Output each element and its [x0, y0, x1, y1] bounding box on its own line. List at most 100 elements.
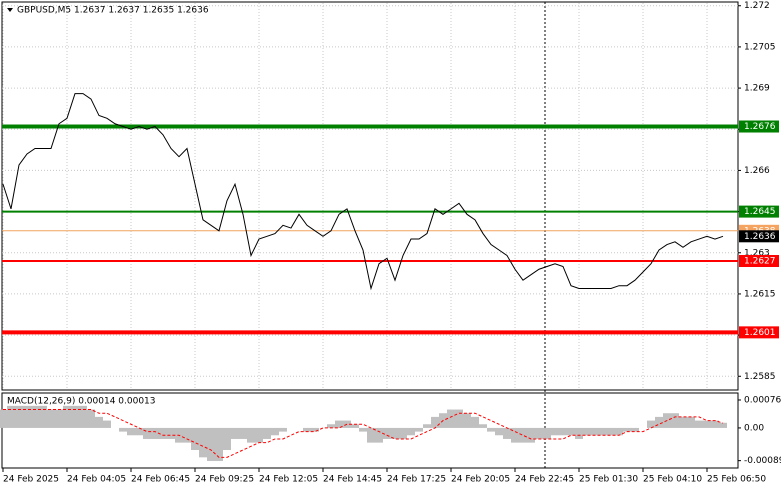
- macd-bar: [671, 413, 679, 428]
- x-tick-label: 24 Feb 17:25: [387, 475, 446, 485]
- menu-arrow: [7, 8, 13, 12]
- macd-bar: [183, 427, 191, 443]
- macd-bar: [335, 420, 343, 428]
- y-tick-label: 1.272: [744, 1, 770, 11]
- current-price-box: [739, 230, 779, 243]
- macd-bar: [655, 416, 663, 428]
- y-tick-label: 1.266: [744, 166, 770, 176]
- level-label-box: [739, 205, 779, 218]
- macd-bar: [383, 427, 391, 439]
- level-label-box: [739, 326, 779, 339]
- macd-title: MACD(12,26,9) 0.00014 0.00013: [7, 397, 156, 407]
- current-price-label: 1.2636: [744, 232, 776, 242]
- level-label: 1.2676: [744, 122, 776, 132]
- level-label-box: [739, 120, 779, 133]
- macd-bar: [471, 416, 479, 428]
- macd-bar: [423, 424, 431, 428]
- x-tick-label: 25 Feb 06:50: [707, 475, 766, 485]
- macd-bar: [151, 427, 159, 439]
- macd-bar: [623, 427, 631, 432]
- macd-bar: [39, 405, 47, 428]
- x-tick-label: 25 Feb 01:30: [579, 475, 638, 485]
- macd-bar: [503, 427, 511, 439]
- y-tick-label: 1.269: [744, 84, 770, 94]
- macd-bar: [695, 420, 703, 428]
- y-tick-label: 1.2705: [744, 42, 776, 52]
- macd-bar: [551, 427, 559, 436]
- macd-bar: [367, 427, 375, 443]
- x-tick-label: 24 Feb 09:25: [195, 475, 254, 485]
- macd-bar: [359, 427, 367, 432]
- macd-bar: [263, 427, 271, 439]
- x-tick-label: 24 Feb 2025: [3, 475, 59, 485]
- macd-bar: [511, 427, 519, 443]
- macd-bar: [375, 427, 383, 443]
- macd-bar: [391, 427, 399, 439]
- level-label: 1.2627: [744, 257, 776, 267]
- macd-bar: [279, 427, 287, 432]
- macd-bar: [135, 427, 143, 436]
- macd-bar: [495, 427, 503, 436]
- macd-bar: [247, 427, 255, 443]
- macd-bar: [103, 420, 111, 428]
- level-label-box: [739, 255, 779, 267]
- macd-bar: [79, 405, 87, 428]
- y-tick-label: 0.00: [744, 423, 764, 433]
- macd-bar: [463, 413, 471, 428]
- y-tick-label: 1.2585: [744, 372, 776, 382]
- y-tick-label: 0.00076: [744, 395, 781, 405]
- macd-bar: [455, 409, 463, 428]
- macd-bar: [0, 409, 7, 428]
- x-tick-label: 24 Feb 20:05: [451, 475, 510, 485]
- macd-bar: [303, 427, 311, 432]
- x-tick-label: 24 Feb 04:05: [67, 475, 126, 485]
- macd-bar: [607, 427, 615, 436]
- macd-bar: [311, 427, 319, 432]
- macd-bar: [543, 427, 551, 439]
- macd-bar: [559, 427, 567, 436]
- macd-bar: [575, 427, 583, 439]
- y-tick-label: -0.00089: [744, 456, 781, 466]
- macd-bar: [31, 405, 39, 428]
- macd-bar: [239, 427, 247, 439]
- macd-bar: [143, 427, 151, 439]
- x-tick-label: 24 Feb 14:45: [323, 475, 382, 485]
- macd-bar: [127, 427, 135, 436]
- macd-bar: [535, 427, 543, 439]
- macd-bar: [583, 427, 591, 436]
- price-line: [2, 93, 724, 291]
- signal-line: [3, 409, 724, 458]
- x-tick-label: 24 Feb 06:45: [131, 475, 190, 485]
- macd-bar: [95, 416, 103, 428]
- main-panel: [1, 1, 739, 391]
- macd-bar: [167, 427, 175, 439]
- x-tick-label: 24 Feb 12:05: [259, 475, 318, 485]
- macd-bar: [215, 427, 223, 462]
- macd-bar: [567, 427, 575, 436]
- macd-bar: [231, 427, 239, 439]
- macd-bar: [351, 424, 359, 428]
- macd-bar: [207, 427, 215, 462]
- macd-bar: [159, 427, 167, 439]
- macd-bar: [719, 422, 727, 428]
- macd-bar: [591, 427, 599, 436]
- macd-bar: [271, 427, 279, 436]
- macd-bar: [255, 427, 263, 443]
- level-label: 1.2601: [744, 328, 776, 338]
- macd-bar: [119, 427, 127, 432]
- macd-bar: [631, 427, 639, 432]
- y-tick-label: 1.2615: [744, 289, 776, 299]
- macd-bar: [527, 427, 535, 443]
- x-tick-label: 25 Feb 04:10: [643, 475, 702, 485]
- macd-bar: [415, 427, 423, 432]
- x-tick-label: 24 Feb 22:45: [515, 475, 574, 485]
- macd-bar: [647, 420, 655, 428]
- macd-bar: [711, 420, 719, 428]
- macd-bar: [687, 416, 695, 428]
- macd-bar: [55, 409, 63, 428]
- chart-title: GBPUSD,M5 1.2637 1.2637 1.2635 1.2636: [17, 6, 209, 16]
- macd-bar: [431, 416, 439, 428]
- macd-bar: [191, 427, 199, 450]
- macd-bar: [615, 427, 623, 436]
